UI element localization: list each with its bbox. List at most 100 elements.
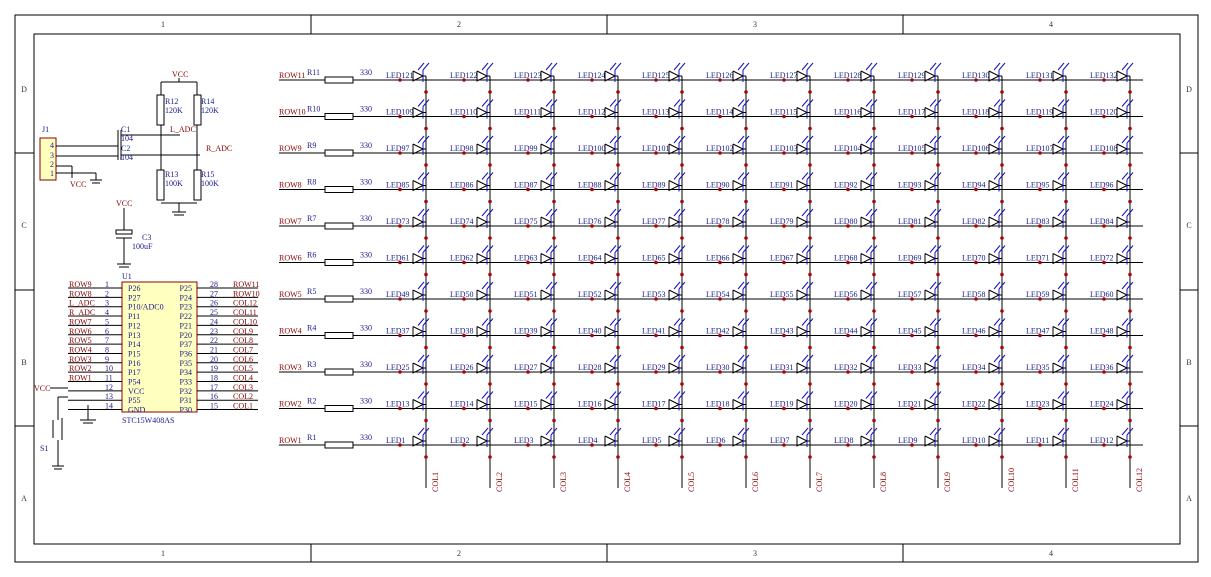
led-arrow xyxy=(1057,245,1065,253)
led-arrow xyxy=(422,281,430,290)
led-ref: LED2 xyxy=(450,436,470,445)
led-arrow xyxy=(422,427,430,436)
junction xyxy=(744,309,748,313)
led xyxy=(604,326,617,338)
r14-ref: R14 xyxy=(201,97,214,106)
led xyxy=(1116,362,1129,374)
led xyxy=(924,107,937,119)
row-label: ROW4 xyxy=(279,327,302,336)
net-label: ROW3 xyxy=(69,355,92,364)
junction xyxy=(590,114,594,119)
mcu-body xyxy=(121,281,198,413)
led-arrow xyxy=(481,391,489,399)
junction xyxy=(1102,187,1106,192)
junction xyxy=(1128,163,1132,167)
pin-name: P12 xyxy=(128,321,140,330)
led-arrow xyxy=(1057,281,1065,290)
net-label: L_ADC xyxy=(69,299,95,308)
junction xyxy=(846,260,850,265)
led-ref: LED8 xyxy=(834,436,854,445)
junction xyxy=(718,406,722,411)
led xyxy=(476,70,489,82)
led-arrow xyxy=(673,135,681,144)
led-arrow xyxy=(422,245,430,253)
led-arrow xyxy=(545,62,553,71)
junction xyxy=(718,78,722,82)
led xyxy=(732,107,745,119)
pin-name: P36 xyxy=(180,349,192,358)
resistor-value: 330 xyxy=(360,178,372,187)
led-arrow xyxy=(929,281,937,290)
led-arrow xyxy=(993,281,1001,290)
led-ref: LED21 xyxy=(898,400,922,409)
led-arrow xyxy=(486,208,494,217)
led-arrow xyxy=(1057,135,1065,144)
led-arrow xyxy=(614,208,622,217)
net-label: COL11 xyxy=(233,308,257,317)
j1-ref: J1 xyxy=(42,125,49,134)
led xyxy=(412,399,425,411)
junction xyxy=(1102,114,1106,119)
pin-name: P15 xyxy=(128,349,140,358)
pin-number: 24 xyxy=(210,317,218,326)
r13-value: 100K xyxy=(165,179,183,188)
junction xyxy=(808,345,812,350)
junction xyxy=(974,297,978,301)
led-arrow xyxy=(737,245,745,253)
led-ref: LED69 xyxy=(898,254,922,263)
led xyxy=(796,435,809,447)
led-arrow xyxy=(422,99,430,107)
junction xyxy=(616,309,620,313)
led-arrow xyxy=(481,135,489,144)
led-ref: LED25 xyxy=(386,363,410,372)
led xyxy=(860,435,873,447)
led-arrow xyxy=(993,245,1001,253)
led xyxy=(1052,253,1065,265)
pin-number: 20 xyxy=(210,355,218,364)
led-ref: LED127 xyxy=(770,71,798,80)
pin-name: P24 xyxy=(180,293,192,302)
led-arrow xyxy=(550,281,558,290)
junction xyxy=(552,345,556,350)
junction xyxy=(552,90,556,94)
row-label: ROW8 xyxy=(279,181,302,190)
led-arrow xyxy=(1126,135,1134,144)
pin-name: P30 xyxy=(180,406,192,415)
led xyxy=(540,70,553,82)
junction xyxy=(526,78,530,82)
led-arrow xyxy=(614,135,622,144)
led xyxy=(732,143,745,155)
led-arrow xyxy=(998,245,1006,253)
junction xyxy=(974,260,978,265)
junction xyxy=(616,455,620,459)
led-ref: LED124 xyxy=(578,71,606,80)
junction xyxy=(462,78,466,82)
led-ref: LED23 xyxy=(1026,400,1050,409)
c2-value: 104 xyxy=(121,153,133,162)
row-label: ROW5 xyxy=(279,290,302,299)
led xyxy=(476,399,489,411)
net-label: COL12 xyxy=(233,299,257,308)
led-ref: LED118 xyxy=(962,108,989,117)
led xyxy=(988,253,1001,265)
junction xyxy=(910,443,914,447)
junction xyxy=(424,199,428,204)
junction xyxy=(808,236,812,240)
j1-pin: 1 xyxy=(50,169,54,178)
led-arrow xyxy=(550,391,558,399)
led-arrow xyxy=(934,172,942,180)
led-arrow xyxy=(998,62,1006,71)
junction xyxy=(782,224,786,228)
frame-row-marker: A xyxy=(21,494,27,503)
led-arrow xyxy=(1062,135,1070,144)
led-arrow xyxy=(870,245,878,253)
junction xyxy=(1000,199,1004,204)
led-ref: LED9 xyxy=(898,436,918,445)
junction xyxy=(846,151,850,155)
led xyxy=(988,70,1001,82)
vcc-label: VCC xyxy=(116,199,132,208)
junction xyxy=(680,236,684,240)
led-ref: LED103 xyxy=(770,144,798,153)
led-arrow xyxy=(806,135,814,144)
junction xyxy=(872,163,876,167)
